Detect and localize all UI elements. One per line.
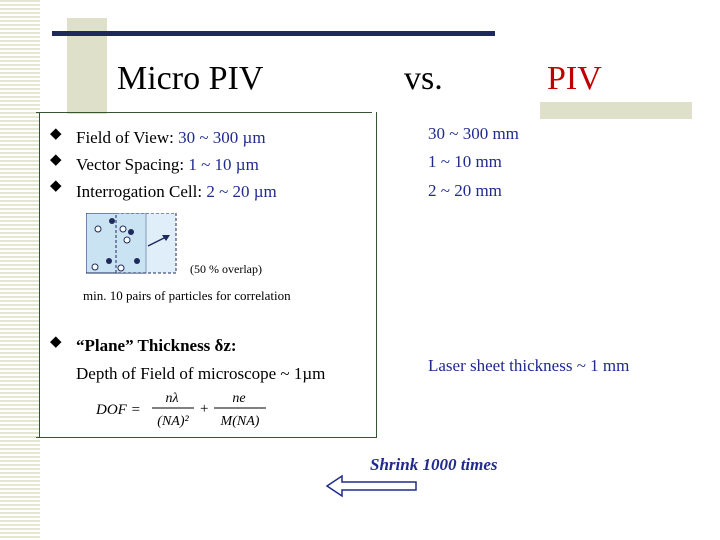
- particle: [94, 225, 102, 233]
- formula-num2: ne: [232, 391, 245, 406]
- bullet-icon: ◆: [50, 152, 62, 168]
- dof-formula: DOF = nλ (NA)² + ne M(NA): [95, 391, 266, 429]
- shrink-label: Shrink 1000 times: [370, 455, 498, 474]
- vector-spacing-line: Vector Spacing: 1 ~ 10 µm: [76, 155, 259, 175]
- title-vs: vs.: [404, 60, 443, 97]
- interrogation-cell-line: Interrogation Cell: 2 ~ 20 µm: [76, 182, 277, 202]
- field-of-view-value: 30 ~ 300 µm: [178, 128, 266, 147]
- frame-top-line: [36, 112, 372, 113]
- displacement-arrow: [147, 236, 167, 247]
- particle: [134, 258, 140, 264]
- particle: [109, 218, 115, 224]
- piv-interrogation-cell: 2 ~ 20 mm: [428, 181, 502, 200]
- vector-spacing-value: 1 ~ 10 µm: [188, 155, 259, 174]
- particle: [91, 263, 99, 271]
- field-of-view-line: Field of View: 30 ~ 300 µm: [76, 128, 266, 148]
- bullet-icon: ◆: [50, 126, 62, 142]
- field-of-view-label: Field of View:: [76, 128, 179, 147]
- interrogation-cell-value: 2 ~ 20 µm: [206, 182, 277, 201]
- cell-2: [115, 213, 177, 274]
- particle: [123, 236, 131, 244]
- striped-margin: [0, 0, 40, 540]
- interrogation-cells-diagram: [86, 213, 177, 274]
- piv-field-of-view: 30 ~ 300 mm: [428, 124, 519, 143]
- interrogation-cell-label: Interrogation Cell:: [76, 182, 207, 201]
- arrow-head-icon: [162, 235, 170, 241]
- title-micro-piv: Micro PIV: [117, 60, 264, 97]
- depth-of-field-text: Depth of Field of microscope ~ 1µm: [76, 364, 326, 383]
- left-arrow-icon: [326, 474, 417, 498]
- bullet-icon: ◆: [50, 334, 62, 350]
- particle: [128, 229, 134, 235]
- formula-den2: M(NA): [220, 414, 260, 429]
- formula-plus: +: [200, 401, 208, 417]
- piv-vector-spacing: 1 ~ 10 mm: [428, 152, 502, 171]
- title-rule: [52, 31, 495, 36]
- frame-bottom-line: [36, 437, 377, 438]
- formula-num1: nλ: [165, 391, 178, 406]
- particle: [117, 264, 125, 272]
- frame-left-line: [39, 112, 40, 437]
- bullet-icon: ◆: [50, 178, 62, 194]
- particle: [106, 258, 112, 264]
- overlap-note: (50 % overlap): [190, 262, 262, 276]
- laser-sheet-text: Laser sheet thickness ~ 1 mm: [428, 356, 630, 375]
- formula-lhs: DOF =: [95, 402, 141, 418]
- pairs-note: min. 10 pairs of particles for correlati…: [83, 288, 291, 303]
- plane-thickness-title: “Plane” Thickness δz:: [76, 336, 237, 355]
- title-piv: PIV: [547, 60, 602, 97]
- particle: [119, 225, 127, 233]
- decor-block-right: [540, 102, 692, 119]
- frame-right-line: [376, 112, 377, 437]
- formula-den1: (NA)²: [157, 414, 189, 429]
- left-arrow-shape: [326, 474, 417, 498]
- vector-spacing-label: Vector Spacing:: [76, 155, 189, 174]
